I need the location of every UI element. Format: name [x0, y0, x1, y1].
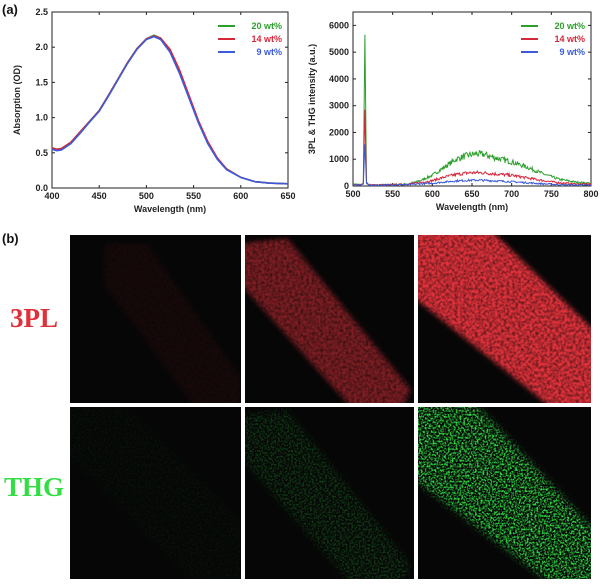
x-tick-label: 550 [186, 191, 201, 201]
y-tick-label: 2000 [329, 127, 349, 137]
y-tick-label: 1.5 [35, 77, 48, 87]
series-line-9wt [352, 144, 592, 187]
panel-a-label: (a) [2, 2, 18, 17]
y-tick-label: 4000 [329, 74, 349, 84]
panel-b-label: (b) [2, 231, 19, 246]
y-tick-label: 3000 [329, 101, 349, 111]
y-tick-label: 1.0 [35, 113, 48, 123]
image-3pl-14wt [245, 235, 414, 403]
series-line-9wt [51, 35, 289, 185]
x-tick-label: 800 [583, 189, 598, 199]
3pl-fiber-band [104, 243, 241, 403]
y-tick-label: 5000 [329, 47, 349, 57]
y-tick-label: 0 [344, 181, 349, 191]
series-line-14wt [51, 35, 289, 185]
y-axis-label: 3PL & THG intensity (a.u.) [307, 44, 317, 154]
x-axis-label: Wavelength (nm) [436, 202, 508, 212]
x-tick-label: 400 [44, 191, 59, 201]
y-tick-label: 0.5 [35, 148, 48, 158]
x-tick-label: 550 [385, 189, 400, 199]
y-tick-label: 2.5 [35, 7, 48, 17]
y-tick-label: 1000 [329, 154, 349, 164]
image-thg-9wt [70, 407, 241, 579]
image-3pl-9wt [70, 235, 241, 403]
image-3pl-20wt [418, 235, 591, 403]
plot-frame [51, 11, 289, 189]
legend-label: 14 wt% [251, 34, 282, 44]
x-tick-label: 500 [139, 191, 154, 201]
3pl-fiber-band [245, 238, 411, 403]
row-label-thg: THG [4, 472, 65, 502]
emission-chart: 500 550 600 650 700 750 800 0 1000 2000 3000 4000 50… [307, 11, 599, 212]
y-tick-label: 6000 [329, 20, 349, 30]
y-tick-label: 2.0 [35, 42, 48, 52]
series-line-14wt [352, 109, 592, 187]
thg-fiber-band [70, 407, 241, 579]
series-line-20wt [51, 34, 289, 185]
image-thg-14wt [245, 407, 414, 579]
thg-fiber-band [245, 410, 411, 579]
legend-label: 20 wt% [554, 21, 585, 31]
legend-label: 9 wt% [256, 47, 282, 57]
x-tick-label: 600 [425, 189, 440, 199]
legend-label: 9 wt% [559, 47, 585, 57]
series-line-20wt [352, 34, 592, 187]
x-tick-label: 750 [544, 189, 559, 199]
legend-label: 14 wt% [554, 34, 585, 44]
x-axis-label: Wavelength (nm) [134, 204, 206, 214]
x-tick-label: 500 [345, 189, 360, 199]
y-axis-label: Absorption (OD) [12, 65, 22, 135]
x-tick-label: 650 [464, 189, 479, 199]
absorption-chart: 400 450 500 550 600 650 0.0 0.5 1.0 1.5 2.0 2.5 Wave… [12, 7, 296, 214]
x-tick-label: 700 [504, 189, 519, 199]
row-label-3pl: 3PL [10, 303, 59, 333]
x-tick-label: 600 [233, 191, 248, 201]
y-tick-label: 0.0 [35, 183, 48, 193]
image-thg-20wt [418, 407, 591, 579]
x-tick-label: 450 [92, 191, 107, 201]
legend-label: 20 wt% [251, 21, 282, 31]
x-tick-label: 650 [280, 191, 295, 201]
3pl-fiber-band [418, 235, 591, 403]
thg-fiber-band [418, 407, 591, 579]
